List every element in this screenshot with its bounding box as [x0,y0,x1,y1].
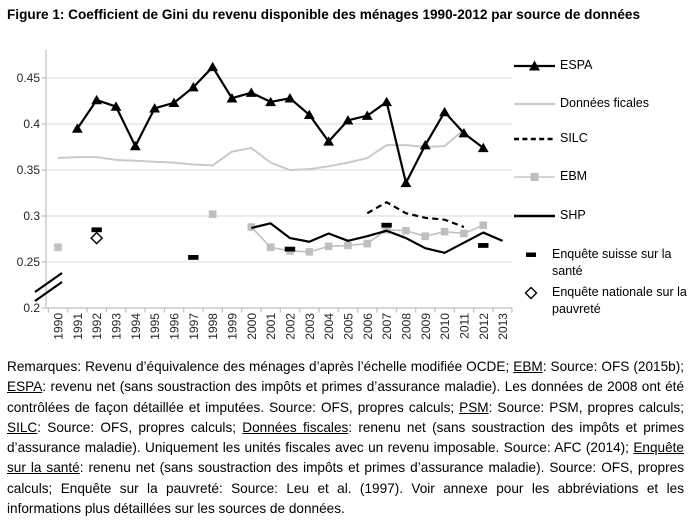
svg-text:2003: 2003 [303,313,317,340]
svg-text:1990: 1990 [52,313,66,340]
svg-text:1995: 1995 [148,313,162,340]
svg-text:2010: 2010 [438,313,452,340]
svg-text:2007: 2007 [380,313,394,340]
health-survey-bar-icon [526,252,536,257]
svg-text:2004: 2004 [322,313,336,340]
legend-label-enquete-pauvrete: Enquête nationale sur la pauvreté [552,285,687,316]
chart-legend: ESPA Données ficales SILC EBM SHP Enquêt… [513,52,690,342]
legend-item-enquete-pauvrete: Enquête nationale sur la pauvreté [513,284,690,317]
svg-text:0.25: 0.25 [17,255,41,269]
svg-text:1998: 1998 [206,313,220,340]
footnote-text[interactable]: Remarques: Revenu d’équivalence des ména… [7,359,684,517]
svg-text:1996: 1996 [167,313,181,340]
silc-dashed-line-icon [514,137,555,141]
svg-text:0.4: 0.4 [23,117,40,131]
svg-text:0.45: 0.45 [17,71,41,85]
svg-text:0.2: 0.2 [23,301,40,315]
legend-item-enquete-sante: Enquête suisse sur la santé [513,246,690,279]
svg-text:1997: 1997 [187,313,201,340]
svg-text:1992: 1992 [90,313,104,340]
svg-text:1993: 1993 [109,313,123,340]
svg-text:2009: 2009 [419,313,433,340]
espa-line-triangle-icon [514,60,555,71]
legend-label-enquete-sante: Enquête suisse sur la santé [552,247,672,278]
svg-text:2006: 2006 [361,313,375,340]
svg-text:2013: 2013 [496,313,510,340]
legend-label-donnees-fiscales: Données ficales [560,96,649,110]
svg-text:0.3: 0.3 [23,209,40,223]
donnees-fiscales-line-icon [514,102,555,106]
legend-item-silc: SILC [513,130,690,147]
legend-item-donnees-fiscales: Données ficales [513,95,690,112]
legend-label-shp: SHP [560,208,586,222]
svg-text:2005: 2005 [341,313,355,340]
svg-text:1999: 1999 [225,313,239,340]
svg-text:2002: 2002 [283,313,297,340]
legend-label-silc: SILC [560,131,588,145]
svg-text:2008: 2008 [399,313,413,340]
svg-text:2012: 2012 [477,313,491,340]
svg-text:1994: 1994 [129,313,143,340]
legend-item-ebm: EBM [513,168,690,185]
poverty-survey-diamond-icon [524,286,538,300]
svg-text:1991: 1991 [71,313,85,340]
svg-text:0.35: 0.35 [17,163,41,177]
legend-item-shp: SHP [513,207,690,224]
shp-line-icon [514,214,555,218]
chart-canvas: 0.2 0.25 0.3 0.35 0.4 0.45 1990 1991 1992 1993 199… [17,50,513,340]
ebm-line-square-icon [514,173,555,181]
svg-text:2001: 2001 [264,313,278,340]
legend-label-ebm: EBM [560,169,588,183]
figure-title[interactable]: Figure 1: Coefficient de Gini du revenu … [7,7,641,22]
legend-label-espa: ESPA [560,58,593,72]
svg-text:2000: 2000 [245,313,259,340]
svg-text:2011: 2011 [457,313,471,339]
legend-item-espa: ESPA [513,57,690,74]
